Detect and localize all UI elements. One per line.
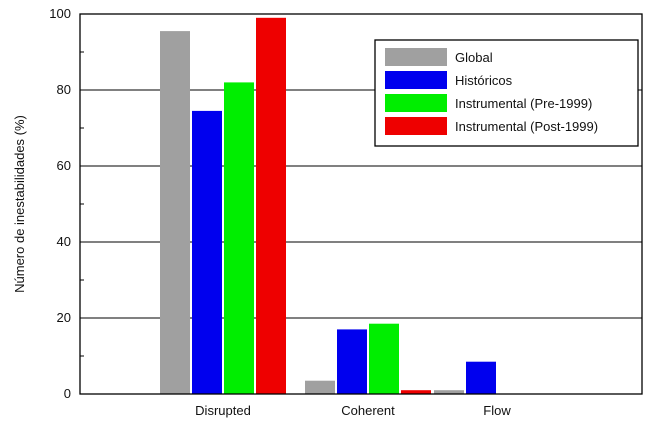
legend-swatch	[385, 48, 447, 66]
bar-hist-ricos-disrupted	[192, 110, 222, 395]
y-tick-label: 40	[57, 234, 71, 249]
legend-swatch	[385, 94, 447, 112]
y-tick-label: 20	[57, 310, 71, 325]
bar-instrumental-post-1999--disrupted	[256, 17, 286, 395]
x-category-label: Coherent	[341, 403, 395, 418]
bar-instrumental-pre-1999--disrupted	[224, 82, 254, 395]
legend-swatch	[385, 117, 447, 135]
y-tick-label: 100	[49, 6, 71, 21]
bar-global-flow	[434, 390, 464, 394]
bars	[160, 17, 496, 395]
legend-label: Históricos	[455, 73, 513, 88]
x-category-labels: Disrupted Coherent Flow	[195, 403, 511, 418]
y-ticks: 0 20 40 60 80 100	[49, 6, 87, 401]
y-tick-label: 80	[57, 82, 71, 97]
legend-label: Instrumental (Post-1999)	[455, 119, 598, 134]
bar-hist-ricos-flow	[466, 361, 496, 394]
legend-swatch	[385, 71, 447, 89]
bar-hist-ricos-coherent	[337, 329, 367, 394]
legend: Global Históricos Instrumental (Pre-1999) I…	[374, 39, 639, 147]
y-axis-title: Número de inestabilidades (%)	[12, 115, 27, 293]
legend-label: Instrumental (Pre-1999)	[455, 96, 592, 111]
bar-instrumental-pre-1999--coherent	[369, 323, 399, 394]
bar-global-disrupted	[160, 31, 190, 394]
legend-label: Global	[455, 50, 493, 65]
bar-instrumental-post-1999--coherent	[401, 390, 431, 394]
y-tick-label: 60	[57, 158, 71, 173]
bar-global-coherent	[305, 380, 335, 394]
x-category-label: Flow	[483, 403, 511, 418]
x-category-label: Disrupted	[195, 403, 251, 418]
y-tick-label: 0	[64, 386, 71, 401]
